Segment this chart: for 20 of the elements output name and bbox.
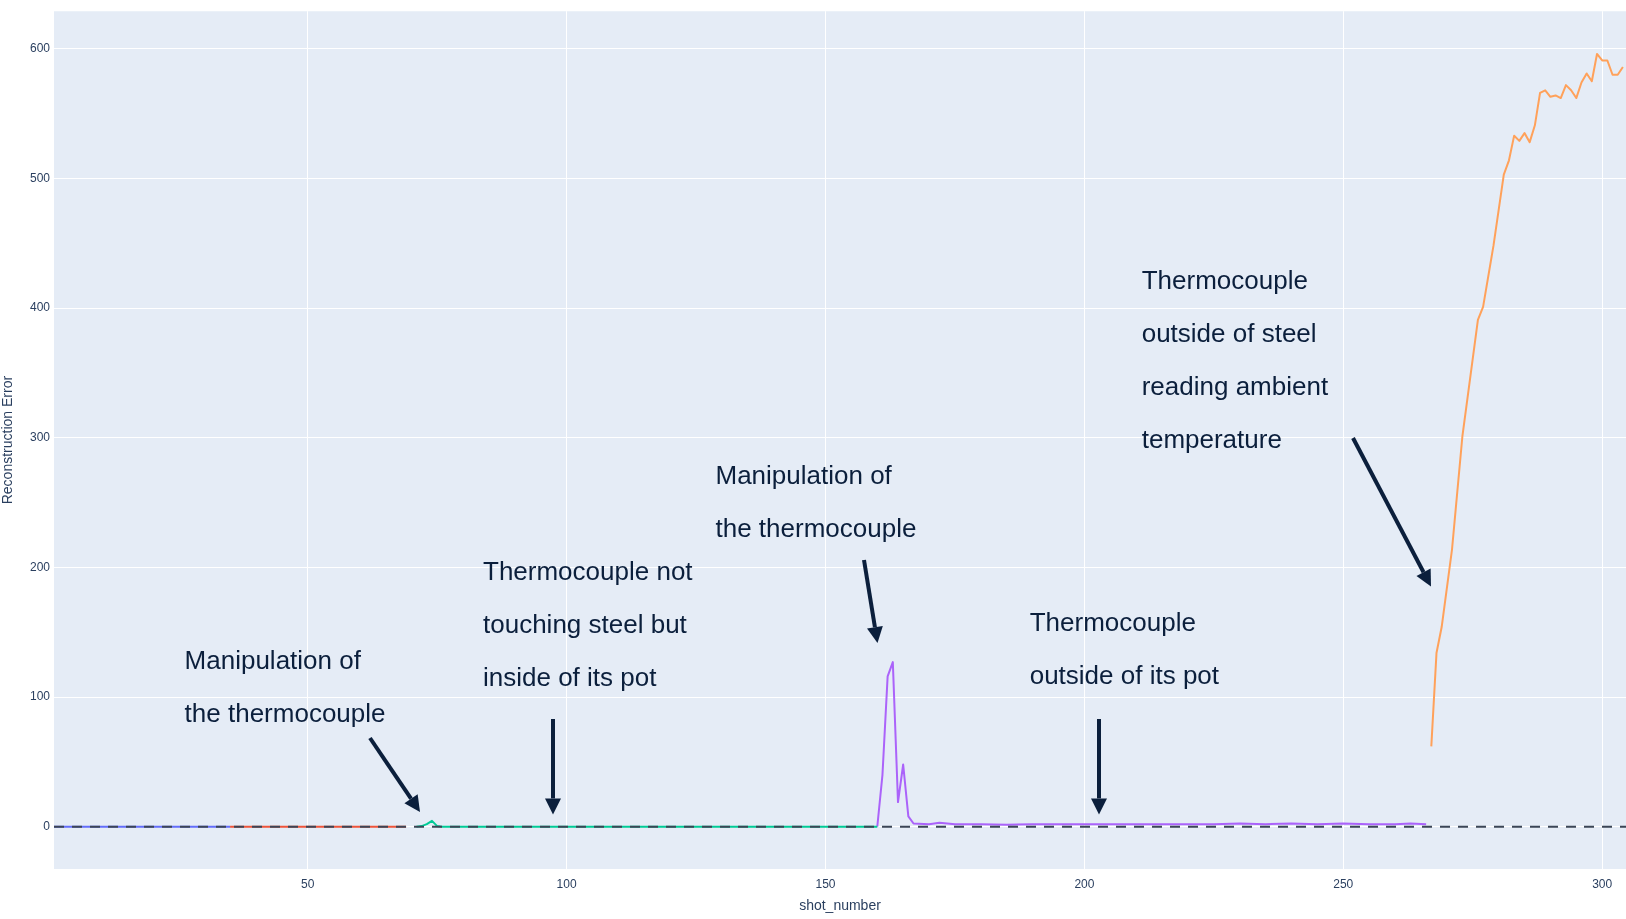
y-tick-label: 400 (29, 300, 51, 315)
y-axis-title: Reconstruction Error (0, 375, 16, 505)
annotation: Manipulation of the thermocouple (715, 460, 917, 544)
annotation: Thermocouple not touching steel but inside of its pot (483, 556, 694, 693)
y-tick-label: 300 (29, 430, 51, 445)
x-tick-label: 50 (301, 876, 315, 891)
x-tick-label: 150 (815, 876, 836, 891)
annotation: Thermocouple outside of steel reading ambient temperature (1141, 265, 1329, 455)
annotation: Manipulation of the thermocouple (184, 644, 386, 728)
y-tick-label: 600 (29, 41, 51, 56)
x-axis-title: shot_number (799, 897, 882, 914)
annotation: Thermocouple outside of its pot (1029, 607, 1220, 691)
y-tick-label: 200 (29, 559, 51, 574)
y-tick-label: 0 (43, 819, 51, 834)
x-tick-label: 250 (1333, 876, 1354, 891)
y-tick-label: 500 (29, 170, 51, 185)
y-tick-label: 100 (29, 689, 51, 704)
x-tick-label: 300 (1592, 876, 1613, 891)
x-tick-label: 100 (556, 876, 577, 891)
x-tick-label: 200 (1074, 876, 1095, 891)
